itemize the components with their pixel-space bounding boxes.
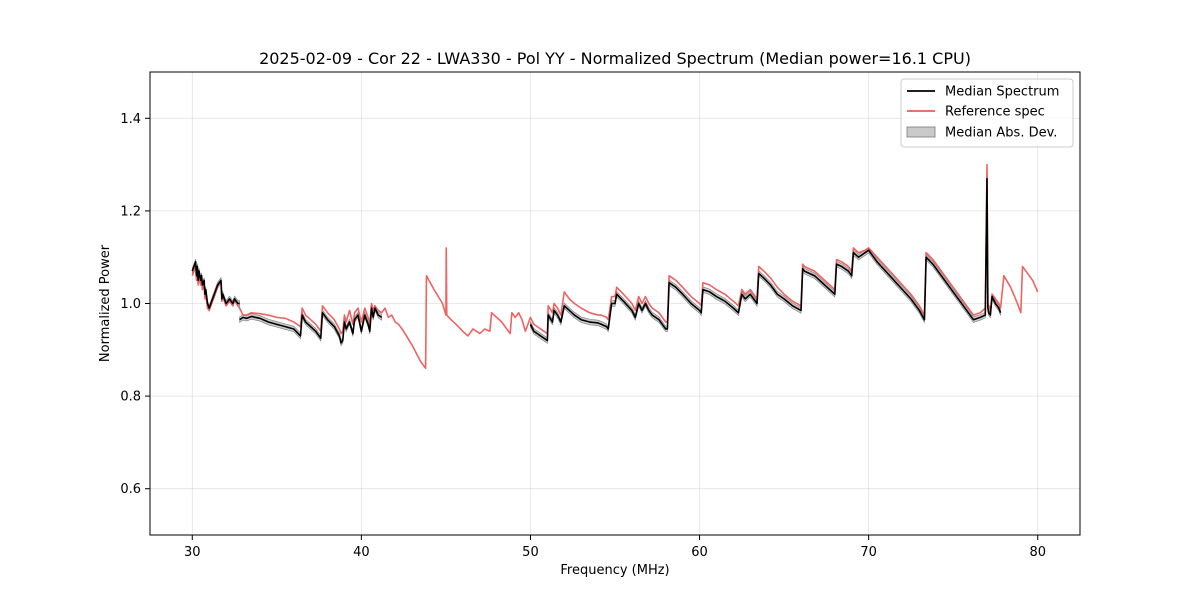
legend-median-label: Median Spectrum	[945, 85, 1059, 100]
legend-frame	[900, 78, 1074, 148]
x-tick-label: 40	[353, 545, 370, 560]
reference-series-layer	[191, 163, 1039, 370]
y-tick-label: 1.2	[120, 204, 141, 219]
mad-band	[239, 304, 382, 347]
chart-title: 2025-02-09 - Cor 22 - LWA330 - Pol YY - …	[259, 49, 971, 68]
median-spectrum-line	[529, 177, 1002, 342]
x-tick-label: 50	[522, 545, 539, 560]
legend-mad-label: Median Abs. Dev.	[945, 126, 1057, 141]
legend-reference-label: Reference spec	[945, 105, 1045, 120]
x-axis-ticks: 30 40 50 60 70 80	[184, 535, 1046, 560]
y-axis-ticks: 0.6 0.8 1.0 1.2 1.4	[120, 112, 150, 497]
y-tick-label: 0.6	[120, 482, 141, 497]
x-tick-label: 60	[691, 545, 708, 560]
median-spectrum-line	[239, 307, 383, 344]
x-tick-label: 80	[1029, 545, 1046, 560]
median-spectrum-line	[191, 261, 240, 309]
y-tick-label: 1.0	[120, 297, 141, 312]
x-axis-label: Frequency (MHz)	[560, 563, 669, 578]
x-tick-label: 30	[184, 545, 201, 560]
mad-band	[530, 175, 1001, 344]
median-series-layer	[191, 177, 1002, 344]
y-axis-label: Normalized Power	[98, 244, 113, 362]
legend-mad-swatch	[906, 126, 936, 138]
y-tick-label: 0.8	[120, 390, 141, 405]
y-tick-label: 1.4	[120, 112, 141, 127]
x-tick-label: 70	[860, 545, 877, 560]
reference-spectrum-line	[191, 163, 1039, 370]
legend: Median Spectrum Reference spec Median Ab…	[900, 78, 1074, 148]
